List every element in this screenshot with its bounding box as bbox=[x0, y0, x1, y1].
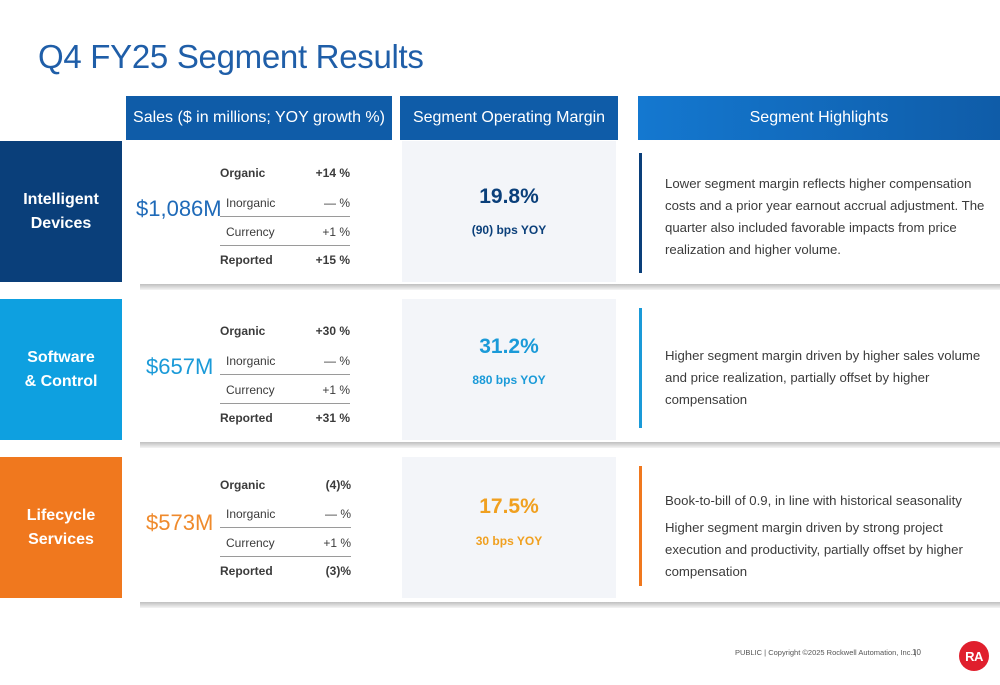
growth-currency: Currency +1 % bbox=[220, 536, 351, 557]
segment-name-line2: & Control bbox=[24, 372, 98, 390]
highlight-text: Book-to-bill of 0.9, in line with histor… bbox=[665, 493, 962, 508]
margin-change: 880 bps YOY bbox=[472, 373, 546, 387]
margin-percent: 31.2% bbox=[479, 335, 539, 358]
growth-inorganic: Inorganic — % bbox=[220, 196, 350, 217]
segment-sales-value: $657M bbox=[146, 354, 214, 379]
margin-cell: 31.2% 880 bps YOY bbox=[402, 299, 616, 440]
segment-sales-value: $1,086M bbox=[136, 196, 222, 221]
growth-reported: Reported +15 % bbox=[220, 253, 350, 267]
growth-currency: Currency +1 % bbox=[220, 225, 350, 246]
segment-label: Intelligent Devices bbox=[0, 141, 122, 282]
margin-cell: 19.8% (90) bps YOY bbox=[402, 141, 616, 282]
growth-inorganic: Inorganic — % bbox=[220, 354, 350, 375]
margin-change: (90) bps YOY bbox=[471, 223, 547, 237]
margin-percent: 17.5% bbox=[479, 495, 539, 518]
footer-copyright: PUBLIC | Copyright ©2025 Rockwell Automa… bbox=[735, 648, 917, 657]
row-divider bbox=[140, 602, 1000, 608]
segment-name-line2: Devices bbox=[30, 214, 92, 232]
growth-organic: Organic (4)% bbox=[220, 478, 351, 492]
sales-column-header: Sales ($ in millions; YOY growth %) bbox=[126, 96, 392, 140]
highlight-accent-bar bbox=[639, 308, 642, 428]
margin-column-header: Segment Operating Margin bbox=[400, 96, 618, 140]
rockwell-logo: RA bbox=[959, 641, 989, 671]
segment-name-line1: Lifecycle bbox=[26, 506, 96, 524]
page-title: Q4 FY25 Segment Results bbox=[38, 38, 424, 75]
highlight-text: Higher segment margin driven by higher s… bbox=[665, 348, 981, 407]
highlight-text: Lower segment margin reflects higher com… bbox=[665, 176, 985, 257]
segment-name-line1: Software bbox=[27, 348, 95, 366]
margin-change: 30 bps YOY bbox=[475, 534, 543, 548]
segment-name-line2: Services bbox=[28, 530, 94, 548]
segment-sales-value: $573M bbox=[146, 510, 214, 535]
segment-highlights: Lower segment margin reflects higher com… bbox=[665, 173, 993, 261]
growth-organic: Organic +14 % bbox=[220, 166, 350, 180]
segment-label: Software & Control bbox=[0, 299, 122, 440]
segment-label: Lifecycle Services bbox=[0, 457, 122, 598]
highlight-accent-bar bbox=[639, 466, 642, 586]
margin-percent: 19.8% bbox=[479, 185, 539, 208]
growth-inorganic: Inorganic — % bbox=[220, 507, 351, 528]
segment-highlights: Book-to-bill of 0.9, in line with histor… bbox=[665, 490, 993, 583]
growth-currency: Currency +1 % bbox=[220, 383, 350, 404]
segment-highlights: Higher segment margin driven by higher s… bbox=[665, 345, 993, 411]
growth-reported: Reported (3)% bbox=[220, 564, 351, 578]
row-divider bbox=[140, 442, 1000, 448]
segment-name-line1: Intelligent bbox=[23, 190, 99, 208]
row-divider bbox=[140, 284, 1000, 290]
highlight-text: Higher segment margin driven by strong p… bbox=[665, 520, 963, 579]
margin-cell: 17.5% 30 bps YOY bbox=[402, 457, 616, 598]
highlights-column-header: Segment Highlights bbox=[638, 96, 1000, 140]
growth-organic: Organic +30 % bbox=[220, 324, 350, 338]
page-number: 10 bbox=[912, 648, 921, 657]
growth-reported: Reported +31 % bbox=[220, 411, 350, 425]
highlight-accent-bar bbox=[639, 153, 642, 273]
